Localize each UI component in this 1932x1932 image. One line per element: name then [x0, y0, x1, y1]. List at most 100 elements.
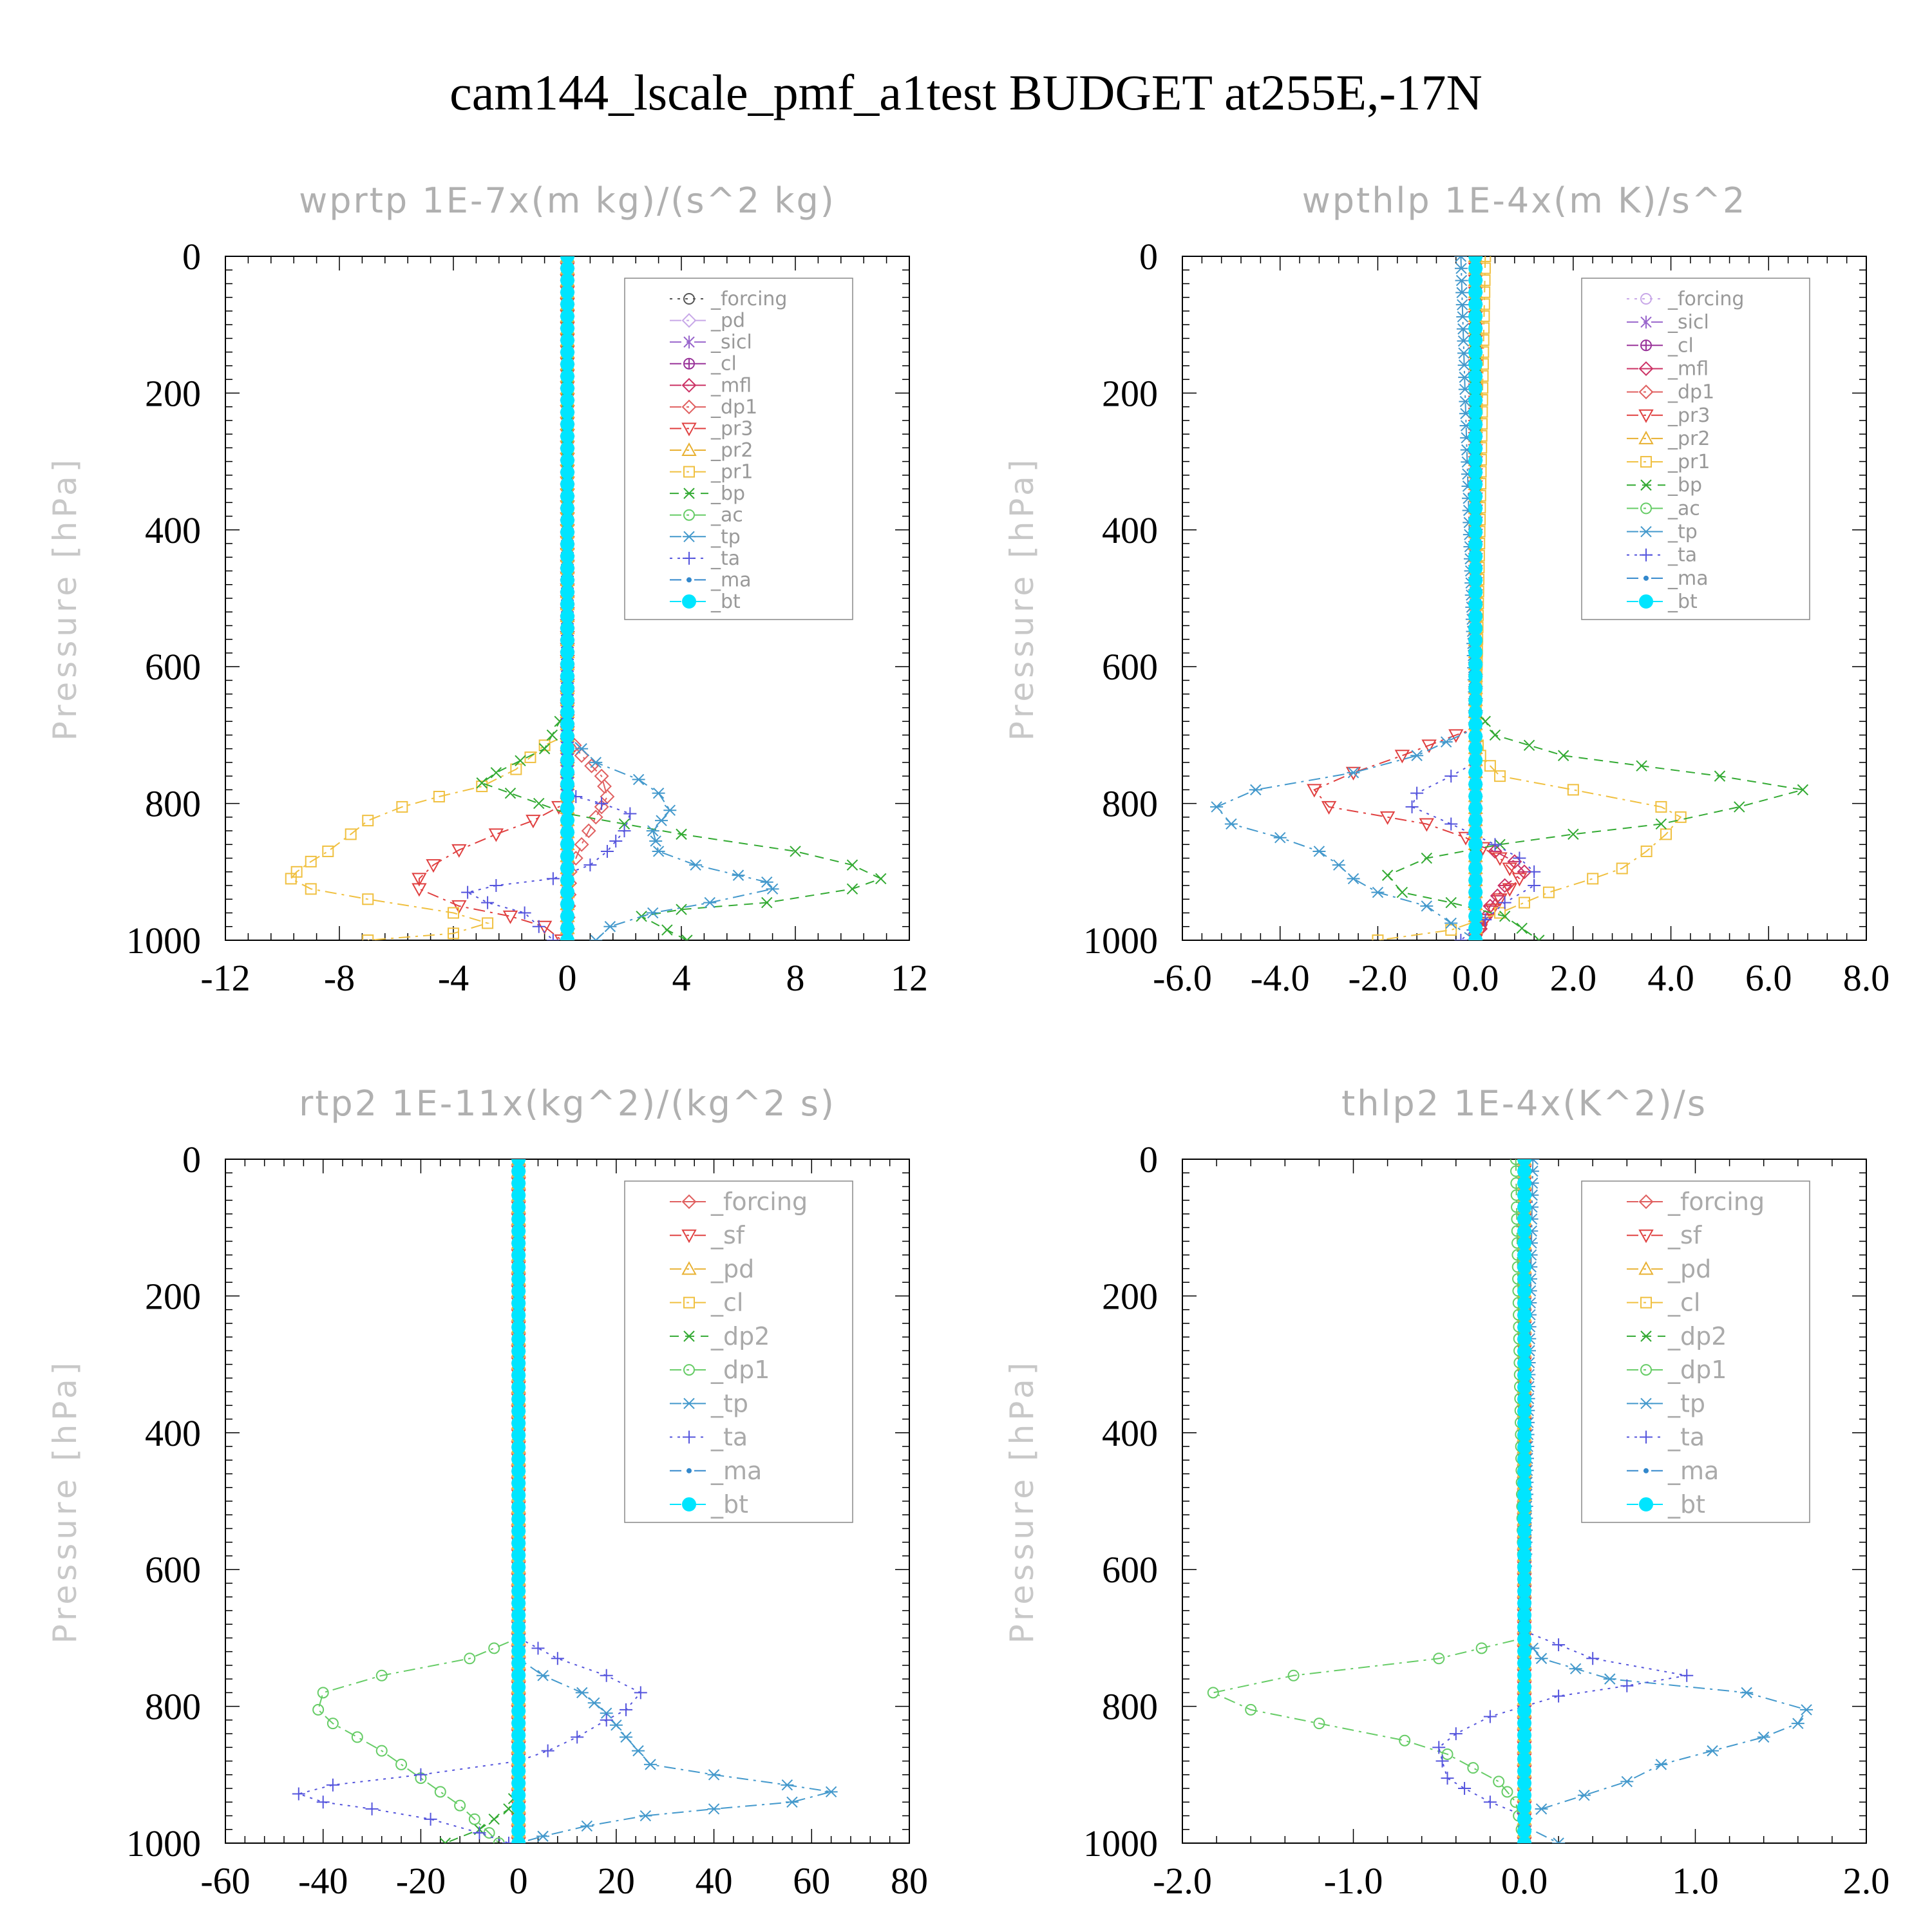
legend-label: _dp1 — [710, 396, 757, 419]
data-point — [634, 1686, 647, 1700]
data-point — [1468, 585, 1483, 600]
data-point — [1516, 922, 1528, 934]
legend-marker — [683, 1430, 696, 1444]
data-point — [365, 1802, 379, 1815]
data-point — [375, 1669, 388, 1681]
data-point — [560, 393, 574, 408]
data-point — [1468, 465, 1483, 480]
series-line — [1211, 1159, 1526, 1843]
data-point — [1468, 813, 1483, 828]
legend-marker — [1640, 1296, 1652, 1309]
data-point — [511, 1800, 526, 1815]
data-point — [623, 807, 637, 820]
data-point — [511, 1500, 526, 1515]
legend-marker — [1640, 316, 1652, 329]
legend-marker — [682, 1497, 696, 1511]
data-point — [439, 1837, 451, 1843]
data-point — [1513, 851, 1526, 865]
data-point — [1468, 717, 1483, 732]
legend-label: _pr2 — [710, 439, 753, 462]
series-line — [445, 1159, 520, 1843]
data-point — [676, 828, 687, 840]
x-tick-label: 40 — [696, 1860, 733, 1902]
data-point — [531, 1642, 545, 1655]
data-point — [1468, 441, 1483, 456]
data-point — [488, 828, 504, 842]
legend-item: _forcing — [670, 288, 787, 310]
data-point — [1636, 760, 1647, 772]
legend-label: _cl — [710, 1289, 743, 1317]
data-point — [1468, 513, 1483, 527]
data-point — [532, 920, 545, 933]
legend-item: _bt — [1627, 1490, 1705, 1519]
data-point — [511, 1752, 526, 1766]
y-tick-label: 1000 — [126, 920, 201, 961]
data-point — [1475, 1642, 1488, 1654]
data-point — [1468, 885, 1483, 900]
data-point — [1517, 1320, 1531, 1334]
data-point — [1371, 886, 1385, 898]
data-point — [560, 417, 574, 431]
data-point — [595, 797, 609, 810]
data-point — [538, 739, 551, 752]
data-point — [511, 1368, 526, 1383]
panels: wprtp 1E-7x(m kg)/(s^2 kg) Pressure [hPa]… — [46, 180, 1889, 1902]
data-point — [560, 513, 574, 527]
data-point — [583, 858, 597, 872]
data-point — [1517, 1584, 1531, 1598]
data-point — [560, 729, 574, 744]
data-point — [643, 1759, 657, 1770]
data-point — [588, 810, 603, 825]
data-point — [1567, 828, 1579, 840]
legend-marker — [1640, 526, 1653, 538]
legend-marker — [1638, 1194, 1654, 1209]
legend-label: _ta — [1667, 1423, 1705, 1452]
data-point — [1468, 897, 1483, 912]
data-point — [761, 896, 773, 909]
data-point — [312, 1703, 325, 1716]
data-point — [511, 1159, 526, 1166]
data-point — [1433, 1653, 1445, 1665]
y-axis-label: Pressure [hPa] — [46, 456, 84, 741]
data-point — [560, 777, 574, 791]
data-point — [689, 859, 703, 871]
data-point — [1468, 357, 1483, 372]
data-point — [1468, 849, 1483, 864]
data-point — [412, 883, 427, 897]
data-point — [511, 1428, 526, 1443]
data-point — [515, 755, 526, 766]
data-point — [448, 907, 459, 919]
data-point — [504, 787, 516, 799]
data-point — [1586, 1652, 1600, 1665]
legend-item: _ta — [1627, 544, 1697, 567]
data-point — [511, 1344, 526, 1359]
data-point — [1674, 811, 1687, 823]
data-point — [574, 837, 589, 852]
legend-item: _dp2 — [1627, 1322, 1727, 1350]
data-point — [1740, 1687, 1754, 1699]
series-line — [567, 256, 774, 940]
data-point — [511, 1452, 526, 1466]
data-point — [1484, 760, 1496, 772]
data-point — [1498, 896, 1511, 909]
data-point — [316, 1795, 330, 1809]
data-point — [1517, 1511, 1531, 1526]
data-point — [448, 927, 459, 940]
legend-marker — [683, 293, 695, 305]
series-ta — [461, 256, 637, 940]
data-point — [560, 261, 574, 276]
legend-marker — [1638, 384, 1654, 400]
data-point — [482, 917, 494, 929]
legend-label: _pr3 — [1667, 404, 1710, 427]
legend-label: _ma — [1667, 567, 1709, 590]
data-point — [1468, 621, 1483, 636]
data-point — [511, 1404, 526, 1419]
data-point — [1517, 1176, 1531, 1191]
y-tick-label: 600 — [145, 1549, 201, 1591]
data-point — [511, 1704, 526, 1719]
data-point — [551, 1652, 564, 1665]
data-point — [511, 1380, 526, 1394]
legend-marker — [1638, 1229, 1654, 1244]
data-point — [1517, 1680, 1531, 1694]
data-point — [1517, 1344, 1531, 1359]
